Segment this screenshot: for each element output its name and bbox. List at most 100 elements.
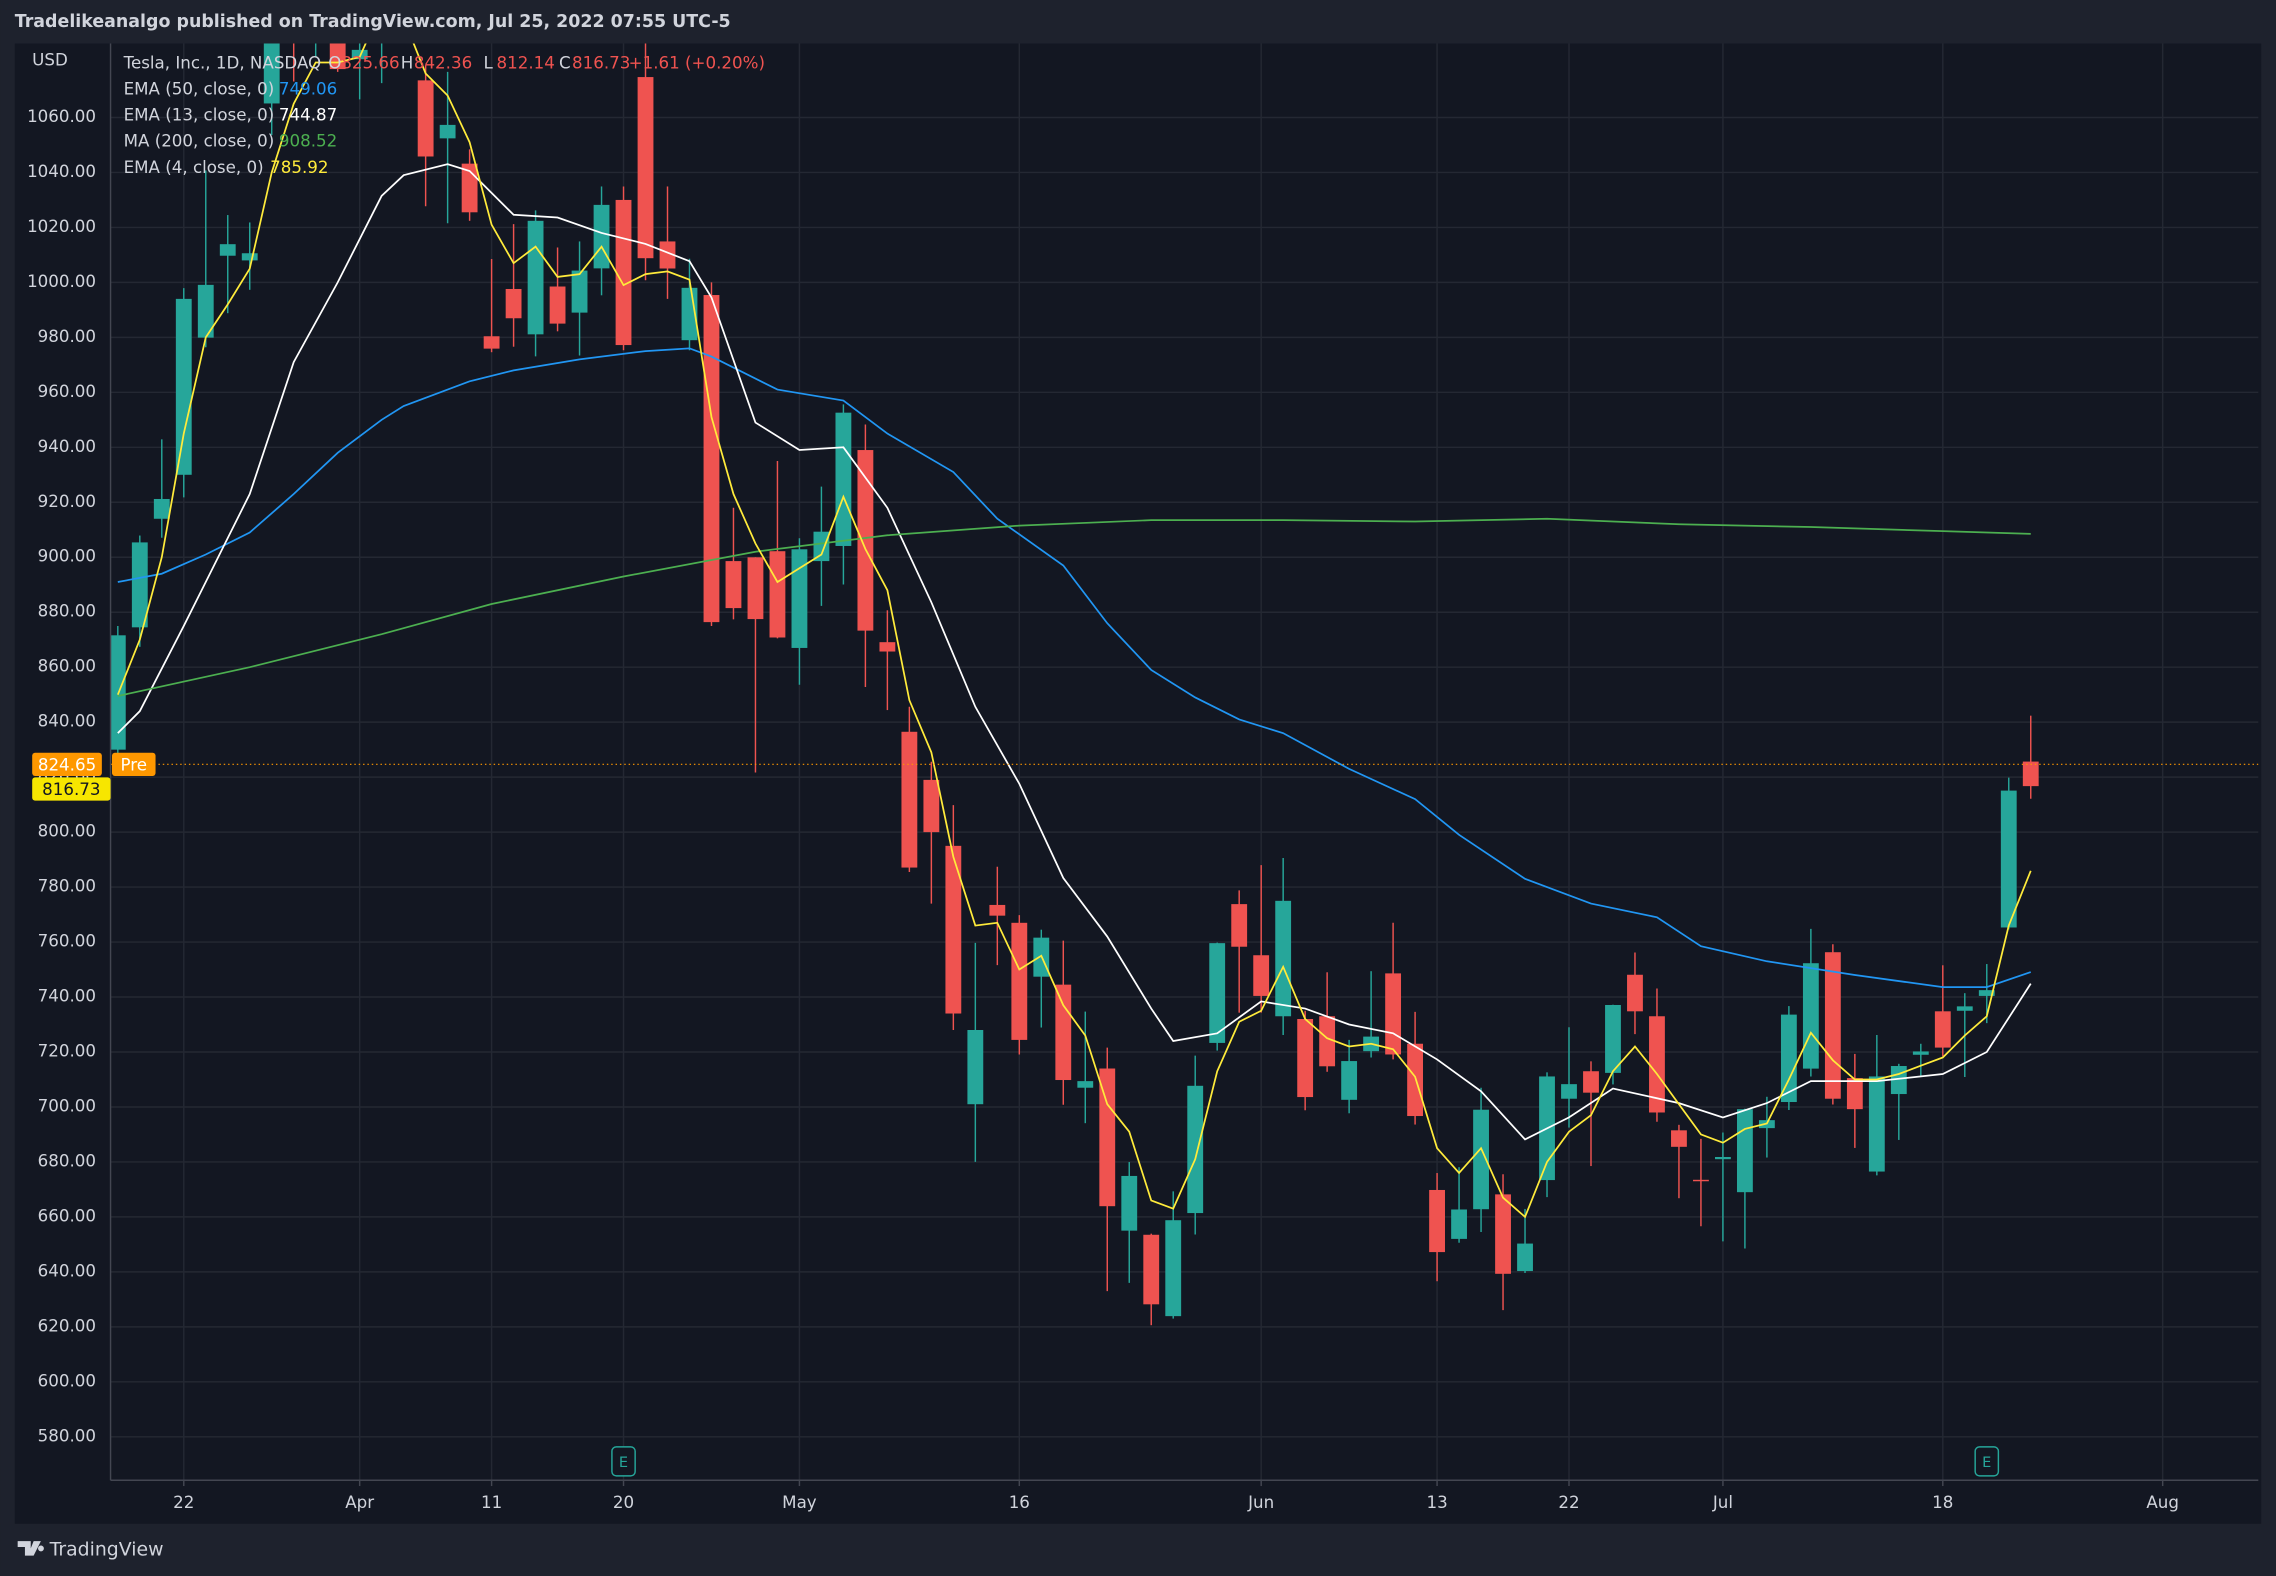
candle-body	[1912, 1051, 1929, 1055]
candle-body	[1077, 1081, 1094, 1088]
candle-body	[1121, 1175, 1138, 1231]
y-tick-label: 640.00	[38, 1261, 96, 1280]
candle-body	[901, 731, 918, 868]
candle-body	[527, 220, 544, 335]
candle-body	[1671, 1130, 1687, 1147]
y-tick-label: 1020.00	[27, 217, 96, 236]
ohlc-value: 812.14	[497, 53, 555, 72]
y-tick-label: 740.00	[38, 987, 96, 1006]
x-tick-label: 13	[1426, 1493, 1447, 1512]
candle-body	[703, 295, 720, 623]
x-tick-label: 22	[1558, 1493, 1579, 1512]
x-tick-label: May	[782, 1493, 817, 1512]
candle-body	[483, 336, 500, 349]
candle-body	[1341, 1061, 1358, 1100]
candle-body	[1429, 1189, 1445, 1253]
tradingview-logo	[17, 1541, 44, 1556]
candle-body	[593, 204, 610, 269]
candle-body	[615, 199, 632, 346]
symbol: Tesla, Inc., 1D, NASDAQ	[123, 53, 322, 72]
indicator-name: MA (200, close, 0)	[124, 132, 275, 151]
candle-body	[1473, 1109, 1489, 1210]
x-tick-label: 16	[1009, 1493, 1030, 1512]
candle-body	[1517, 1243, 1533, 1272]
earnings-label: E	[1982, 1455, 1991, 1471]
candle-body	[1605, 1004, 1621, 1073]
x-tick-label: Jul	[1712, 1493, 1733, 1512]
ohlc-value: 825.66	[341, 53, 399, 72]
y-tick-label: 580.00	[38, 1426, 96, 1445]
candle-body	[175, 298, 192, 475]
candle-body	[439, 124, 456, 139]
y-tick-label: 880.00	[38, 602, 96, 621]
candle-body	[1934, 1011, 1951, 1048]
candle-body	[1824, 952, 1841, 1099]
y-tick-label: 980.00	[38, 327, 96, 346]
candle-body	[1693, 1179, 1709, 1182]
candle-body	[659, 241, 676, 269]
candle-body	[1846, 1078, 1863, 1110]
candle-body	[219, 244, 236, 256]
premarket-badge-bg	[112, 752, 156, 776]
y-tick-label: 780.00	[38, 877, 96, 896]
candle-body	[153, 498, 170, 519]
candle-body	[351, 49, 368, 60]
currency: USD	[32, 50, 68, 69]
y-tick-label: 900.00	[38, 547, 96, 566]
premarket-label-bg	[32, 752, 102, 776]
candle-body	[571, 270, 588, 313]
candle-body	[1297, 1019, 1314, 1098]
candle-body	[1627, 974, 1643, 1012]
candle-body	[1187, 1085, 1204, 1214]
candle-body	[835, 412, 852, 546]
candle-body	[769, 551, 786, 638]
y-tick-label: 1000.00	[27, 272, 96, 291]
x-tick-label: Aug	[2146, 1493, 2179, 1512]
y-tick-label: 720.00	[38, 1041, 96, 1060]
y-tick-label: 860.00	[38, 657, 96, 676]
axes: 580.00 600.00 620.00 640.00 660.00 680.00 700.…	[27, 107, 2179, 1512]
candle-body	[1561, 1084, 1577, 1099]
chart-panel	[14, 43, 2262, 1524]
candle-body	[1011, 922, 1028, 1040]
indicator-value: 908.52	[279, 132, 337, 151]
candle-body	[1868, 1076, 1885, 1172]
candle-body	[1649, 1016, 1665, 1113]
candle-body	[923, 779, 940, 833]
y-tick-label: 680.00	[38, 1151, 96, 1170]
header: Tradelikeanalgo published on TradingView…	[15, 12, 731, 32]
indicator-line	[117, 517, 2031, 697]
candle-body	[263, 43, 280, 104]
candle-body	[241, 253, 258, 261]
y-tick-label: 800.00	[38, 822, 96, 841]
indicator-value: 749.06	[279, 79, 337, 98]
x-tick-label: 22	[173, 1493, 194, 1512]
candle-body	[131, 542, 148, 628]
premarket-badge: Pre	[121, 755, 148, 774]
candle-body	[417, 80, 434, 157]
plot	[110, 43, 2259, 1326]
logo-icon	[17, 1541, 44, 1556]
x-tick-label: Jun	[1247, 1493, 1274, 1512]
candle-body	[791, 549, 808, 648]
indicator-line	[117, 347, 2032, 988]
candle-body	[945, 845, 962, 1014]
ohlc-value: 816.73	[572, 53, 630, 72]
y-tick-label: 700.00	[38, 1096, 96, 1115]
change: +1.61 (+0.20%)	[629, 53, 765, 72]
footer-brand: TradingView	[49, 1538, 164, 1560]
candle-body	[1956, 1006, 1973, 1011]
y-tick-label: 760.00	[38, 932, 96, 951]
ohlc-label: O	[328, 53, 341, 72]
candle-body	[1165, 1220, 1182, 1317]
earnings-marker	[611, 1446, 636, 1477]
x-tick-label: 18	[1932, 1493, 1953, 1512]
y-tick-label: 600.00	[38, 1371, 96, 1390]
premarket-price: 824.65	[38, 755, 96, 774]
candle-body	[1275, 900, 1292, 1017]
indicator-name: EMA (50, close, 0)	[124, 79, 275, 98]
candle-body	[1385, 973, 1402, 1055]
candle-body	[2000, 790, 2017, 928]
candle-body	[637, 77, 654, 259]
